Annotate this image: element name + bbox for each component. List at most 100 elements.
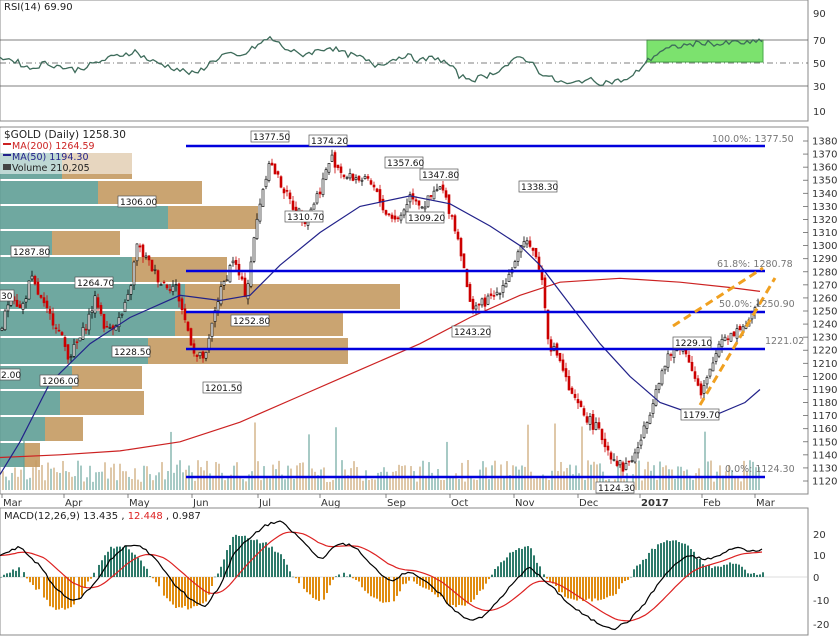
candle-body xyxy=(459,238,463,257)
macd-hist-bar xyxy=(672,540,674,577)
candle-body xyxy=(453,215,457,232)
volume-bar xyxy=(326,481,328,490)
candle-body xyxy=(285,190,289,192)
candle-body xyxy=(645,422,649,429)
volume-bar xyxy=(8,480,10,490)
candle-body xyxy=(93,295,97,314)
label-1264: 1264.70 xyxy=(77,279,114,289)
candle-body xyxy=(618,460,622,466)
label-200-left: 2.00 xyxy=(1,371,21,381)
label-1287: 1287.80 xyxy=(13,248,50,258)
macd-hist-bar xyxy=(312,577,314,598)
macd-hist-bar xyxy=(55,577,57,610)
macd-hist-bar xyxy=(645,558,647,577)
volume-bar xyxy=(392,471,394,490)
candle-body xyxy=(42,297,46,304)
candle-body xyxy=(189,328,193,346)
macd-hist-bar xyxy=(29,577,31,583)
macd-hist-bar xyxy=(104,555,106,577)
candle-body xyxy=(558,352,562,362)
price-tick: 1180 xyxy=(812,398,837,409)
macd-hist-bar xyxy=(163,577,165,596)
macd-hist-bar xyxy=(399,577,401,592)
macd-hist-bar xyxy=(303,577,305,589)
macd-hist-bar xyxy=(49,577,51,607)
volume-bar xyxy=(356,467,358,490)
price-panel: 100.0%: 1377.50 61.8%: 1280.78 50.0%: 12… xyxy=(0,126,837,495)
macd-hist-bar xyxy=(181,577,183,608)
candle-body xyxy=(732,331,736,337)
candle-body xyxy=(531,247,535,251)
volume-bar xyxy=(23,440,25,490)
candle-body xyxy=(246,283,250,300)
volume-bar xyxy=(179,460,181,490)
macd-hist-bar xyxy=(615,577,617,595)
candle-body xyxy=(666,353,670,368)
macd-hist-bar xyxy=(376,577,378,599)
candle-body xyxy=(96,297,100,308)
macd-hist-bar xyxy=(318,577,320,601)
macd-hist-bar xyxy=(113,548,115,577)
volume-bar xyxy=(662,467,664,490)
candle-body xyxy=(639,439,643,446)
macd-hist-bar xyxy=(137,557,139,577)
volume-bar xyxy=(425,476,427,490)
candle-body xyxy=(489,293,493,296)
volume-bar xyxy=(386,471,388,490)
vbp-bar-up xyxy=(0,391,60,415)
volume-bar xyxy=(644,469,646,490)
macd-hist-bar xyxy=(152,577,154,579)
macd-hist-bar xyxy=(358,577,360,582)
volume-bar xyxy=(566,467,568,490)
macd-hist-bar xyxy=(696,558,698,577)
macd-hist-bar xyxy=(220,566,222,577)
candle-body xyxy=(156,270,160,283)
candle-body xyxy=(18,304,22,308)
macd-hist-bar xyxy=(119,546,121,577)
month-label: Apr xyxy=(65,498,83,509)
price-tick: 1310 xyxy=(812,228,837,239)
price-tick: 1210 xyxy=(812,359,837,370)
candle-body xyxy=(195,354,199,357)
macd-hist-bar xyxy=(594,577,596,599)
fib-1221-label: 1221.02 xyxy=(765,336,804,347)
candle-body xyxy=(633,452,637,463)
volume-bar xyxy=(449,476,451,490)
candle-body xyxy=(669,354,673,356)
volume-bar xyxy=(239,477,241,490)
macd-hist-bar xyxy=(521,548,523,577)
legend-ma50: MA(50) 1194.30 xyxy=(12,152,89,163)
candle-body xyxy=(228,265,232,283)
month-label: Dec xyxy=(579,498,598,509)
month-label: Nov xyxy=(515,498,535,509)
candle-body xyxy=(384,210,388,215)
macd-hist-bar xyxy=(687,545,689,577)
macd-title-name: MACD(12,26,9) xyxy=(4,511,80,522)
candle-body xyxy=(579,401,583,408)
candle-body xyxy=(24,298,28,303)
volume-bar xyxy=(122,471,124,490)
macd-hist-bar xyxy=(482,577,484,590)
candle-body xyxy=(216,301,220,312)
rsi-tick-10: 10 xyxy=(813,107,826,118)
month-label: Aug xyxy=(321,498,341,509)
candle-body xyxy=(333,152,337,168)
volume-bar xyxy=(380,471,382,490)
candle-body xyxy=(249,261,253,287)
volume-bar xyxy=(320,469,322,490)
candle-body xyxy=(66,344,70,360)
macd-hist-bar xyxy=(140,560,142,577)
candle-body xyxy=(273,163,277,175)
volume-bar xyxy=(191,472,193,490)
legend-ma200: MA(200) 1264.59 xyxy=(12,141,95,152)
volume-bar xyxy=(584,479,586,490)
candle-body xyxy=(240,276,244,280)
candle-body xyxy=(483,297,487,307)
volume-bar xyxy=(395,471,397,490)
candle-body xyxy=(576,399,580,404)
volume-bar xyxy=(455,473,457,490)
macd-hist-bar xyxy=(396,577,398,596)
candle-body xyxy=(72,344,76,357)
price-tick: 1280 xyxy=(812,267,837,278)
macd-hist-bar xyxy=(518,548,520,577)
